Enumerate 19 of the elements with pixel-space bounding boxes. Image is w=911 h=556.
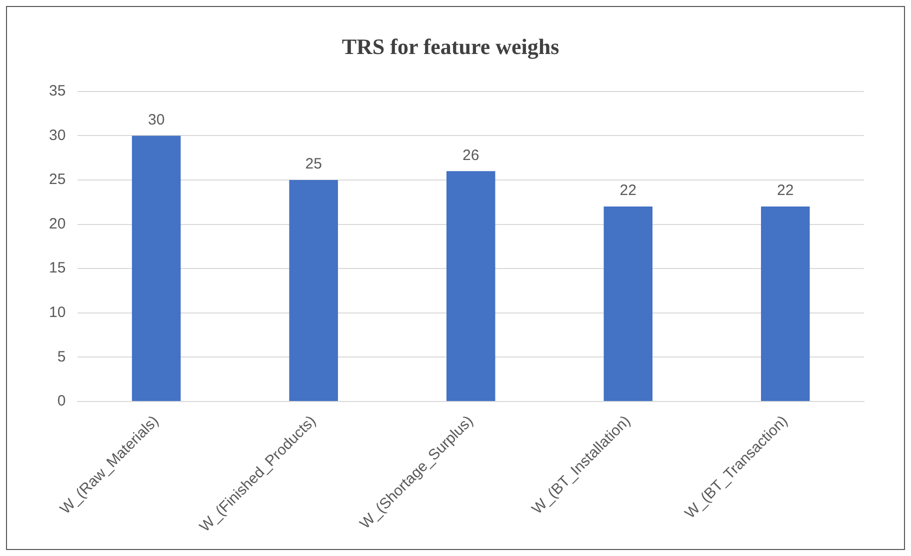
bar [760, 206, 810, 401]
data-label: 22 [620, 182, 636, 200]
bar [132, 136, 181, 401]
y-tick-label: 20 [48, 215, 66, 232]
bar [289, 180, 338, 401]
y-tick-label: 30 [48, 126, 66, 144]
chart-title: TRS for feature weighs [342, 34, 560, 59]
y-tick-label: 35 [48, 82, 66, 100]
bar [604, 206, 652, 401]
y-tick-label: 25 [48, 171, 66, 188]
y-tick-label: 5 [57, 348, 66, 366]
y-tick-label: 15 [48, 260, 66, 277]
data-label: 30 [148, 111, 165, 128]
data-label: 26 [462, 146, 480, 164]
y-tick-label: 0 [57, 392, 66, 410]
data-label: 25 [305, 156, 322, 173]
bar [446, 171, 496, 401]
y-tick-label: 10 [48, 304, 66, 322]
data-label: 22 [777, 182, 794, 200]
